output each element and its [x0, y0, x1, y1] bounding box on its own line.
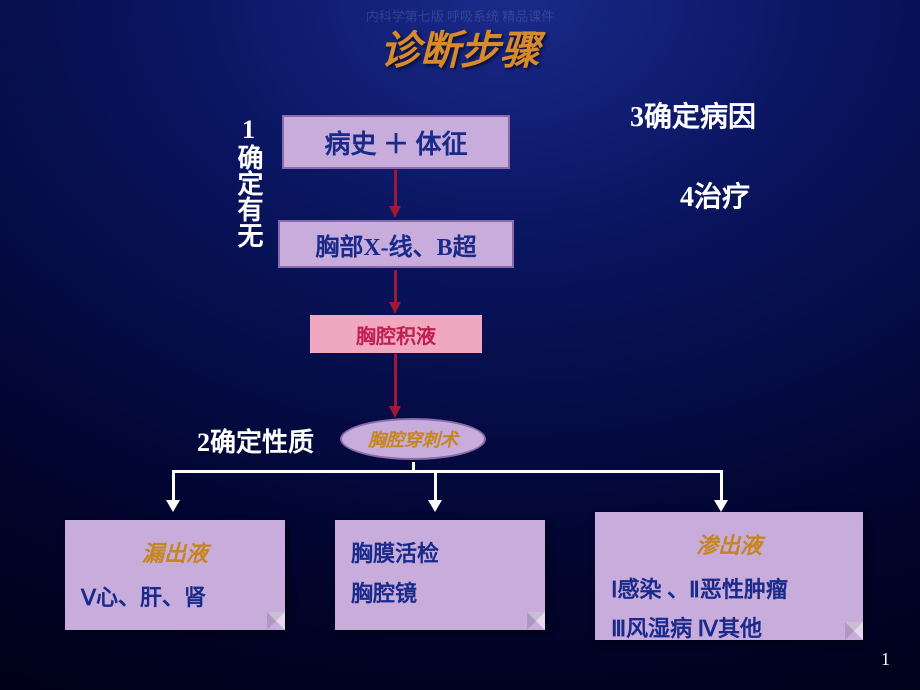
note-exudate-line1: Ⅰ感染 、Ⅱ恶性肿瘤 — [611, 570, 847, 610]
step4-label: 4治疗 — [680, 175, 750, 215]
arrow-1-head — [389, 206, 401, 218]
branch-drop-right — [720, 470, 723, 502]
arrow-3-head — [389, 406, 401, 418]
arrow-3-line — [394, 354, 397, 408]
note-biopsy: 胸膜活检 胸腔镜 — [335, 520, 545, 630]
arrow-1-line — [394, 170, 397, 208]
step2-label: 2确定性质 — [197, 422, 314, 459]
note-exudate-line2: Ⅲ风湿病 Ⅳ其他 — [611, 609, 847, 649]
step1-label: 1确定有无 — [230, 115, 267, 248]
note-transudate: 漏出液 Ⅴ心、肝、肾 — [65, 520, 285, 630]
arrow-2-head — [389, 302, 401, 314]
branch-stem — [412, 462, 415, 470]
branch-drop-left — [172, 470, 175, 502]
page-title: 诊断步骤 — [380, 18, 540, 76]
node-history-signs: 病史 ＋ 体征 — [282, 115, 510, 169]
branch-arrow-right — [714, 500, 728, 512]
branch-arrow-mid — [428, 500, 442, 512]
branch-arrow-left — [166, 500, 180, 512]
branch-drop-mid — [434, 470, 437, 502]
page-number: 1 — [881, 649, 890, 670]
note-biopsy-line1: 胸膜活检 — [351, 534, 529, 574]
note-exudate: 渗出液 Ⅰ感染 、Ⅱ恶性肿瘤 Ⅲ风湿病 Ⅳ其他 — [595, 512, 863, 640]
note-biopsy-line2: 胸腔镜 — [351, 574, 529, 614]
node-pleural-effusion: 胸腔积液 — [310, 315, 482, 353]
note-exudate-title: 渗出液 — [611, 526, 847, 566]
note-transudate-title: 漏出液 — [81, 534, 269, 574]
node-xray-bscan: 胸部X-线、B超 — [278, 220, 514, 268]
arrow-2-line — [394, 270, 397, 304]
branch-horizontal — [172, 470, 723, 473]
step3-label: 3确定病因 — [630, 95, 756, 135]
node-thoracentesis: 胸腔穿刺术 — [340, 418, 486, 460]
note-transudate-line: Ⅴ心、肝、肾 — [81, 578, 269, 618]
